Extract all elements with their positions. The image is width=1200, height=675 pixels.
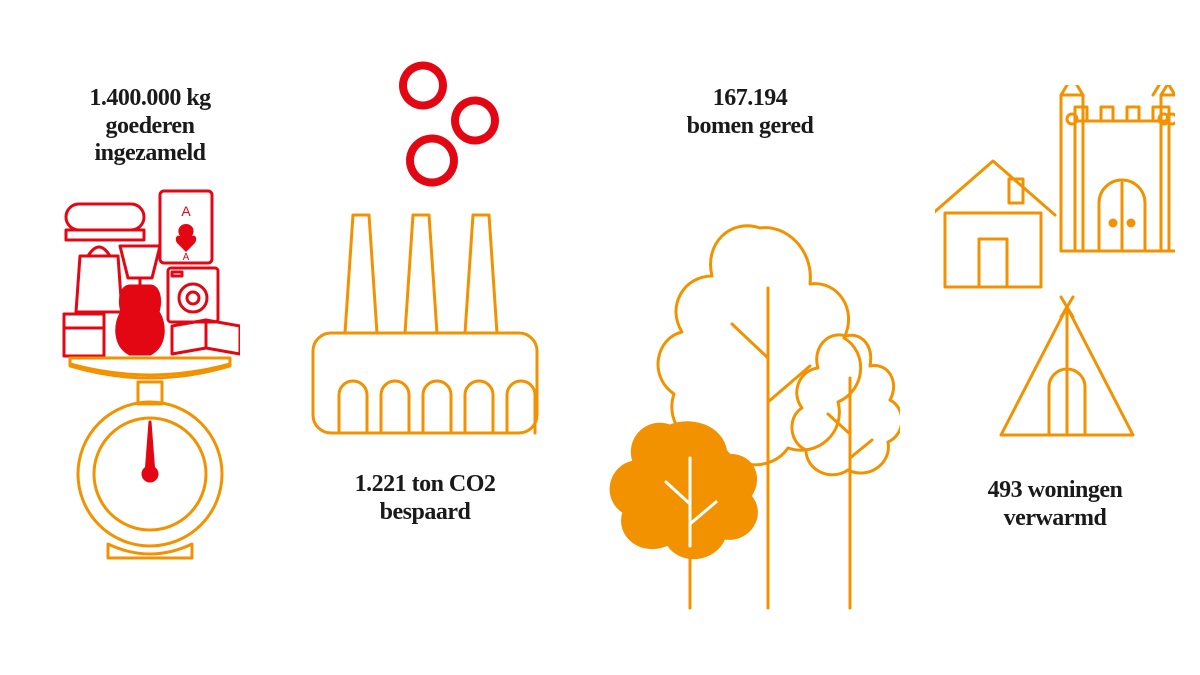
- label-co2-line1: 1.221 ton CO2: [355, 471, 496, 497]
- homes-icon: [935, 85, 1175, 455]
- label-homes-line1: 493 woningen: [988, 477, 1123, 503]
- svg-text:A: A: [181, 203, 191, 219]
- label-goods: 1.400.000 kg goederen ingezameld: [89, 85, 210, 168]
- label-goods-line3: ingezameld: [95, 140, 206, 166]
- label-trees: 167.194 bomen gered: [687, 85, 814, 140]
- label-homes: 493 woningen verwarmd: [988, 477, 1123, 532]
- label-co2: 1.221 ton CO2 bespaard: [355, 471, 496, 526]
- factory-icon: [295, 55, 555, 445]
- label-homes-line2: verwarmd: [1004, 505, 1107, 531]
- goods-scale-icon: A A: [60, 186, 240, 566]
- trees-icon: [600, 158, 900, 618]
- panel-goods: 1.400.000 kg goederen ingezameld A A: [40, 85, 260, 566]
- label-goods-line1: 1.400.000 kg: [89, 85, 210, 111]
- svg-text:A: A: [183, 252, 190, 263]
- label-trees-line1: 167.194: [713, 85, 788, 111]
- label-co2-line2: bespaard: [380, 499, 471, 525]
- label-trees-line2: bomen gered: [687, 113, 814, 139]
- label-goods-line2: goederen: [106, 113, 195, 139]
- panel-homes: 493 woningen verwarmd: [935, 85, 1175, 532]
- panel-trees: 167.194 bomen gered: [600, 85, 900, 618]
- panel-co2: 1.221 ton CO2 bespaard: [295, 55, 555, 526]
